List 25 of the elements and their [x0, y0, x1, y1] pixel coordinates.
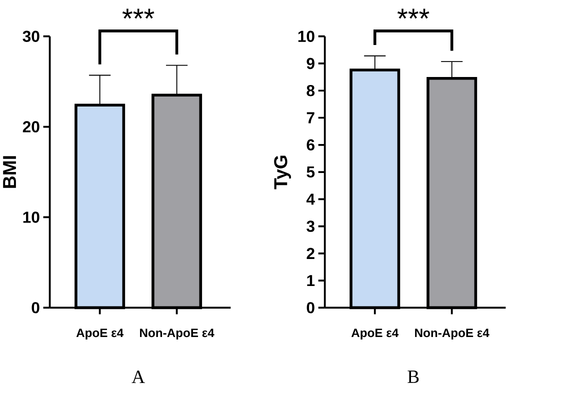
- x-tick-label: ApoE ε4: [351, 328, 399, 340]
- y-tick-label: 5: [306, 166, 315, 178]
- y-tick-label: 10: [23, 212, 40, 223]
- y-tick-label: 6: [306, 139, 314, 150]
- x-tick-label: Non-ApoE ε4: [140, 328, 214, 340]
- y-tick-label: 4: [306, 194, 315, 204]
- text: B: [408, 370, 419, 383]
- y-tick-label: 7: [306, 112, 314, 124]
- text: A: [132, 370, 145, 383]
- x-tick-label: ApoE ε4: [76, 328, 124, 340]
- y-tick-label: 30: [22, 30, 40, 42]
- x-tick-label: Non-ApoE ε4: [415, 328, 490, 340]
- y-tick-label: 9: [306, 58, 314, 69]
- y-tick-label: 0: [32, 302, 40, 314]
- text: ***: [122, 8, 154, 18]
- y-tick-label: 1: [307, 274, 315, 286]
- y-axis-title: BMI: [3, 156, 16, 188]
- y-tick-label: 20: [22, 121, 40, 132]
- y-tick-label: 3: [306, 220, 314, 232]
- y-axis-title: TyG: [274, 156, 291, 190]
- text: ***: [397, 8, 430, 18]
- y-tick-label: 0: [306, 302, 314, 314]
- y-tick-label: 10: [298, 30, 314, 42]
- y-tick-label: 8: [306, 84, 315, 96]
- y-tick-label: 2: [306, 248, 314, 259]
